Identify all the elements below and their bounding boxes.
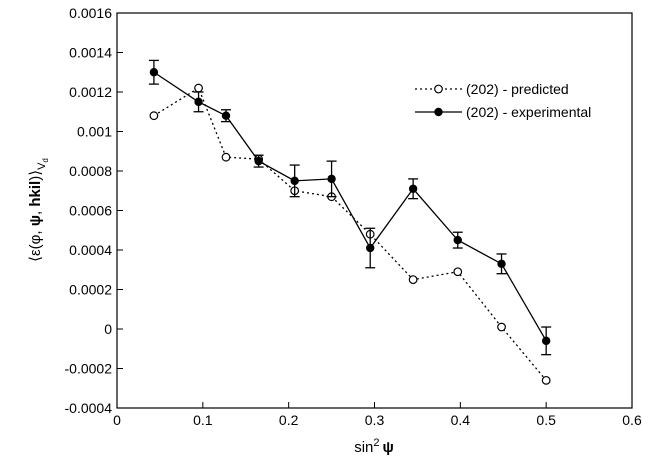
data-point: [254, 156, 263, 166]
data-point: [149, 111, 159, 121]
x-tick-label: 0.2: [279, 412, 299, 428]
x-tick-label: 0.5: [536, 412, 556, 428]
y-tick-label: 0.0002: [69, 282, 112, 298]
y-tick-label: -0.0004: [65, 400, 113, 416]
y-tick-label: 0.0014: [69, 45, 112, 61]
legend-label: (202) - predicted: [466, 81, 569, 97]
data-point: [194, 83, 203, 93]
data-point: [366, 243, 375, 253]
y-axis-label-sub: V: [36, 162, 48, 170]
x-axis-label: sin2 ψ: [354, 437, 394, 456]
data-point: [149, 68, 159, 77]
data-point: [221, 111, 231, 120]
y-axis-label-close: )⟩: [27, 170, 44, 181]
data-point: [541, 336, 551, 346]
y-axis-label-comma: ,: [27, 207, 44, 215]
plot-frame: [116, 12, 633, 409]
series-line: [153, 87, 547, 381]
y-axis-label-subsub: d: [41, 158, 50, 162]
x-tick-label: 0.6: [622, 412, 642, 428]
y-tick-label: -0.0002: [65, 361, 113, 377]
x-tick-label: 0.1: [193, 412, 213, 428]
data-point: [327, 174, 336, 184]
y-axis-label-psi: ψ: [27, 215, 44, 226]
x-tick-label: 0: [113, 412, 121, 428]
data-point: [497, 322, 506, 332]
x-axis-label-sup: 2: [373, 437, 379, 449]
data-point: [453, 267, 463, 277]
x-tick-label: 0.3: [365, 412, 385, 428]
data-point: [290, 176, 299, 186]
y-tick-label: 0.0008: [69, 163, 112, 179]
series-1: [148, 59, 552, 356]
legend-marker: [434, 84, 443, 94]
y-tick-label: 0: [104, 321, 112, 337]
series-0: [149, 83, 551, 385]
y-tick-label: 0.0004: [69, 242, 112, 258]
y-tick-label: 0.0006: [69, 203, 112, 219]
y-tick-label: 0.0012: [69, 84, 112, 100]
data-point: [408, 184, 418, 193]
legend-label: (202) - experimental: [466, 104, 591, 120]
legend-marker: [434, 107, 443, 117]
data-point: [541, 375, 551, 385]
y-axis-label-open: ⟨ε(φ,: [27, 226, 44, 262]
y-tick-label: 0.0016: [69, 5, 112, 21]
x-axis-label-symbol: ψ: [383, 439, 394, 456]
x-tick-label: 0.4: [451, 412, 471, 428]
y-axis-label-hkil: hkil: [27, 181, 44, 207]
data-point: [497, 259, 506, 269]
data-point: [408, 275, 418, 285]
x-axis-label-base: sin: [354, 439, 373, 456]
data-point: [453, 235, 462, 245]
y-tick-label: 0.001: [77, 124, 112, 140]
y-axis-label: ⟨ε(φ, ψ, hkil)⟩Vd: [27, 158, 50, 262]
data-point: [194, 97, 203, 107]
data-point: [221, 152, 231, 162]
